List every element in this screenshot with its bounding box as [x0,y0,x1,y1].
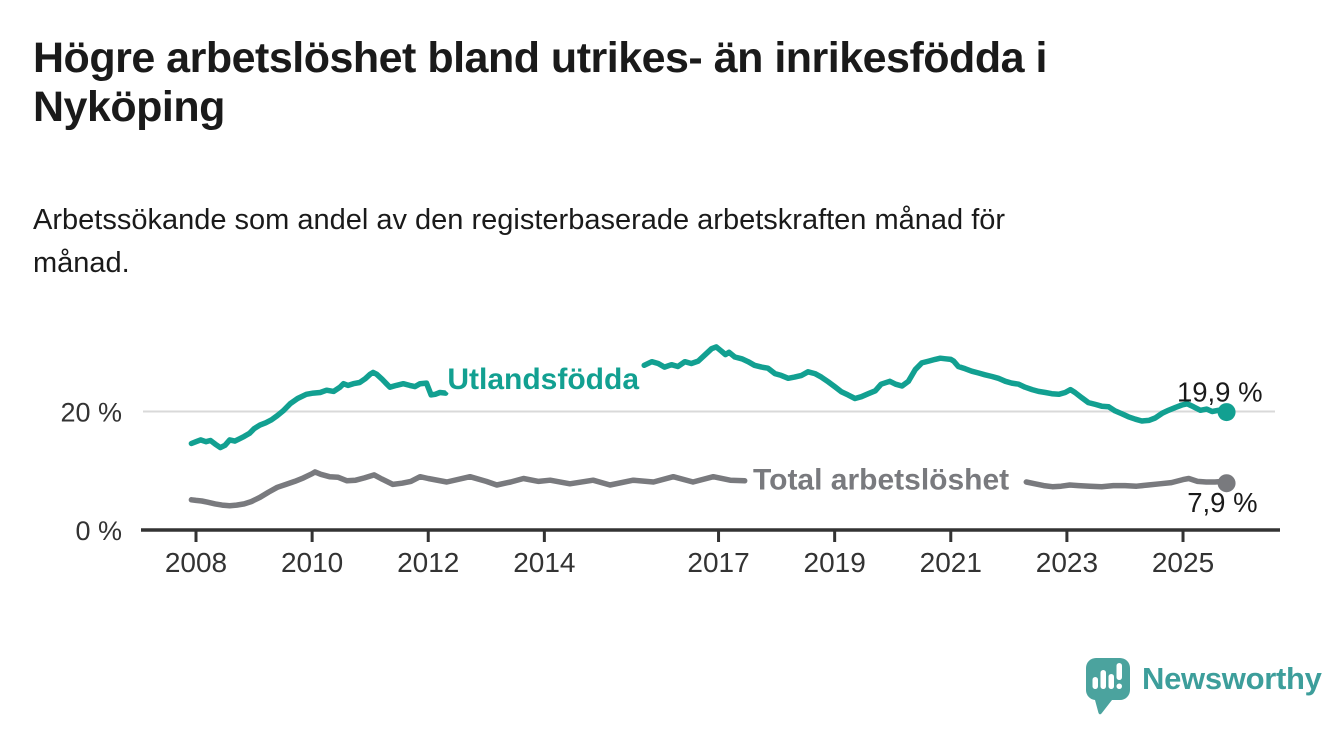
series-end-value-utlandsfodda: 19,9 % [1177,377,1263,408]
page-title: Högre arbetslöshet bland utrikes- än inr… [33,34,1047,132]
y-tick-label: 20 % [60,398,122,428]
series-end-dot-total [1217,474,1236,493]
series-label-utlandsfodda: Utlandsfödda [447,363,639,396]
title-line-1: Högre arbetslöshet bland utrikes- än inr… [33,34,1047,82]
series-line-utlandsfodda [188,369,449,451]
series-line-total [1023,475,1230,490]
x-tick-label: 2012 [397,547,459,578]
x-tick-label: 2023 [1036,547,1098,578]
newsworthy-logo: Newsworthy [1086,658,1322,716]
title-line-2: Nyköping [33,83,225,131]
y-tick-label: 0 % [75,516,122,546]
series-line-total [188,469,748,509]
logo-speech-bubble-bar-chart-icon [1086,658,1130,715]
x-tick-label: 2017 [687,547,749,578]
series-end-dot-utlandsfodda [1217,403,1236,422]
x-tick-label: 2021 [920,547,982,578]
logo-wordmark: Newsworthy [1142,661,1322,696]
series-label-total: Total arbetslöshet [753,463,1009,496]
chart-subtitle: Arbetssökande som andel av den registerb… [33,199,1005,285]
x-tick-label: 2008 [165,547,227,578]
x-tick-label: 2014 [513,547,575,578]
series-end-value-total: 7,9 % [1187,487,1257,518]
subtitle-line-2: månad. [33,247,130,279]
x-tick-label: 2025 [1152,547,1214,578]
x-tick-label: 2010 [281,547,343,578]
subtitle-line-1: Arbetssökande som andel av den registerb… [33,204,1006,236]
x-tick-label: 2019 [804,547,866,578]
series-line-utlandsfodda [641,344,1230,424]
